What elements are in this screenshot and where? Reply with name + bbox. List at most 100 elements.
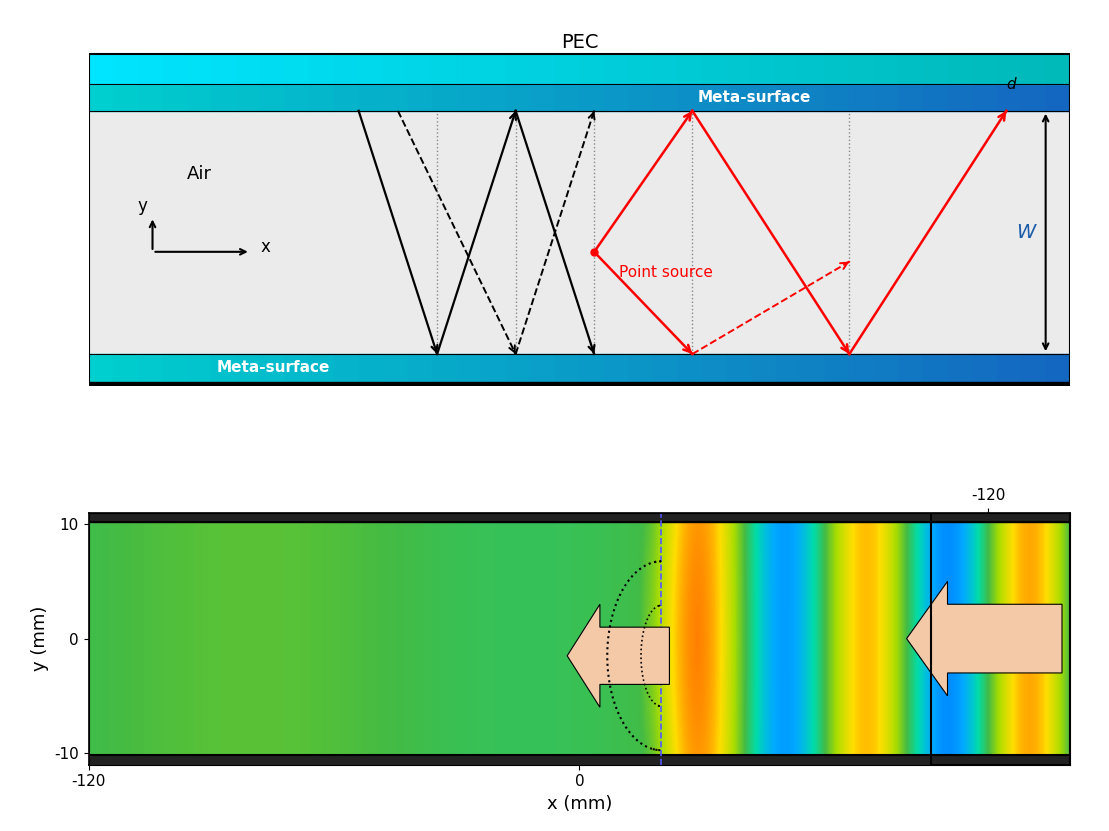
Bar — [997, 85, 1021, 111]
Bar — [1021, 354, 1046, 381]
Polygon shape — [567, 604, 670, 707]
Bar — [604, 354, 629, 381]
Bar — [997, 54, 1021, 85]
Bar — [1021, 54, 1046, 85]
Bar — [751, 354, 776, 381]
Text: d: d — [1007, 76, 1016, 92]
Bar — [113, 354, 138, 381]
Bar — [801, 354, 825, 381]
Bar — [384, 85, 408, 111]
Bar — [554, 54, 579, 85]
Bar — [775, 54, 801, 85]
Bar — [874, 85, 898, 111]
Bar — [932, 513, 1070, 765]
Bar — [138, 85, 162, 111]
Bar — [678, 54, 702, 85]
Bar — [261, 85, 285, 111]
Bar — [162, 354, 186, 381]
Bar — [285, 354, 309, 381]
Bar — [678, 85, 702, 111]
Bar — [236, 85, 261, 111]
Bar — [481, 54, 506, 85]
Text: Meta-surface: Meta-surface — [216, 361, 329, 376]
Text: Air: Air — [186, 165, 212, 184]
Text: Point source: Point source — [619, 264, 713, 279]
Bar — [384, 354, 408, 381]
Bar — [358, 354, 384, 381]
Bar — [971, 85, 997, 111]
Bar — [285, 85, 309, 111]
Bar — [751, 85, 776, 111]
Bar — [433, 54, 457, 85]
Bar — [726, 54, 751, 85]
Bar — [89, 755, 1070, 765]
Bar — [849, 85, 874, 111]
Bar — [702, 354, 726, 381]
Bar — [947, 85, 971, 111]
Bar — [801, 54, 825, 85]
Bar — [874, 54, 898, 85]
Bar — [309, 54, 334, 85]
Bar — [579, 54, 604, 85]
Bar — [384, 54, 408, 85]
Bar — [408, 54, 433, 85]
Bar — [947, 54, 971, 85]
Bar — [825, 85, 849, 111]
Bar — [653, 85, 678, 111]
Bar — [653, 354, 678, 381]
Bar — [726, 85, 751, 111]
Bar — [186, 354, 212, 381]
Bar — [358, 54, 384, 85]
Bar — [898, 85, 923, 111]
Bar — [1021, 85, 1046, 111]
Bar — [113, 54, 138, 85]
Text: x: x — [261, 238, 271, 256]
Bar — [89, 85, 113, 111]
Bar — [236, 354, 261, 381]
Bar — [408, 85, 433, 111]
Bar — [89, 54, 113, 85]
Bar — [481, 354, 506, 381]
Bar — [702, 85, 726, 111]
Bar — [775, 85, 801, 111]
Bar — [947, 354, 971, 381]
Bar — [775, 354, 801, 381]
Bar — [702, 54, 726, 85]
Bar — [726, 354, 751, 381]
Bar — [506, 354, 530, 381]
Bar — [825, 54, 849, 85]
Bar — [457, 85, 481, 111]
Bar — [530, 54, 554, 85]
Bar — [629, 54, 653, 85]
Bar — [89, 513, 1070, 522]
Bar — [604, 85, 629, 111]
Bar — [971, 54, 997, 85]
Bar — [874, 354, 898, 381]
Bar — [849, 354, 874, 381]
Bar — [923, 54, 947, 85]
Bar — [212, 354, 236, 381]
Text: PEC: PEC — [561, 32, 598, 52]
Bar — [162, 54, 186, 85]
Bar — [89, 111, 1070, 354]
Bar — [997, 354, 1021, 381]
Bar — [1046, 354, 1070, 381]
Bar — [751, 54, 776, 85]
Bar — [334, 85, 358, 111]
Bar — [1046, 85, 1070, 111]
Bar — [678, 354, 702, 381]
Bar — [138, 54, 162, 85]
Bar — [358, 85, 384, 111]
Bar — [506, 54, 530, 85]
Bar — [653, 54, 678, 85]
Bar — [579, 354, 604, 381]
Y-axis label: y (mm): y (mm) — [31, 606, 49, 671]
Bar — [923, 85, 947, 111]
Bar — [162, 85, 186, 111]
Bar — [212, 54, 236, 85]
Bar — [334, 54, 358, 85]
Bar — [433, 354, 457, 381]
Bar — [579, 85, 604, 111]
Bar — [849, 54, 874, 85]
Bar — [554, 354, 579, 381]
